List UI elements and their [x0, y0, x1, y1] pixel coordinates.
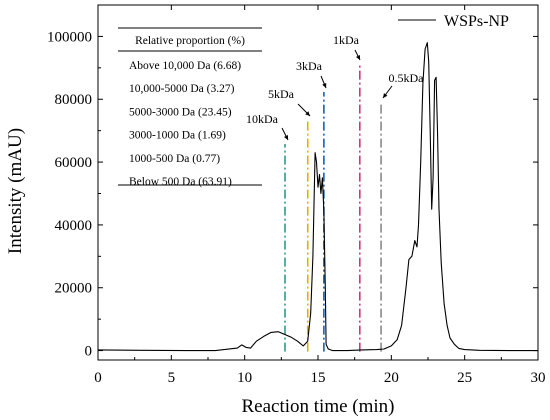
legend-label: WSPs-NP: [444, 13, 509, 30]
y-axis-label: Intensity (mAU): [5, 128, 26, 254]
x-tick-label: 5: [168, 370, 176, 386]
proportion-table: Relative proportion (%) Above 10,000 Da (…: [118, 27, 262, 188]
table-row: Above 10,000 Da (6.68): [129, 60, 241, 72]
y-tick-label: 60000: [55, 155, 93, 171]
marker-label-3kda: 3kDa: [296, 59, 323, 73]
x-tick-label: 30: [531, 370, 546, 386]
table-row: 10,000-5000 Da (3.27): [129, 83, 235, 95]
y-tick-label: 100000: [47, 29, 92, 45]
marker-arrow-head: [284, 135, 288, 140]
x-tick-label: 20: [384, 370, 399, 386]
marker-arrow-head: [383, 93, 388, 98]
table-row: 3000-1000 Da (1.69): [129, 130, 226, 142]
marker-label-10kda: 10kDa: [246, 112, 279, 126]
table-header: Relative proportion (%): [135, 35, 245, 47]
y-tick-label: 80000: [55, 92, 93, 108]
table-row: 1000-500 Da (0.77): [129, 153, 220, 165]
marker-label-0-5kda: 0.5kDa: [389, 71, 425, 85]
marker-label-5kda: 5kDa: [268, 87, 295, 101]
series-group: [97, 42, 538, 352]
x-tick-label: 0: [94, 370, 102, 386]
y-tick-label: 0: [85, 344, 93, 360]
y-tick-label: 40000: [55, 218, 93, 234]
x-axis: 0 5 10 15 20 25 30: [94, 5, 546, 386]
legend: WSPs-NP: [398, 13, 509, 30]
marker-label-1kda: 1kDa: [333, 33, 360, 47]
marker-arrow-head: [305, 111, 310, 116]
table-row: Below 500 Da (63.91): [129, 176, 232, 188]
y-axis: 0 20000 40000 60000 80000 100000: [47, 29, 538, 360]
marker-arrow-head: [322, 83, 327, 88]
series-line-wsps-np: [97, 42, 538, 352]
x-tick-label: 25: [457, 370, 472, 386]
marker-arrow-head: [356, 55, 360, 60]
y-tick-label: 20000: [55, 281, 93, 297]
x-tick-label: 10: [237, 370, 252, 386]
x-tick-label: 15: [311, 370, 326, 386]
table-row: 5000-3000 Da (23.45): [129, 106, 232, 118]
x-axis-label: Reaction time (min): [241, 396, 394, 417]
